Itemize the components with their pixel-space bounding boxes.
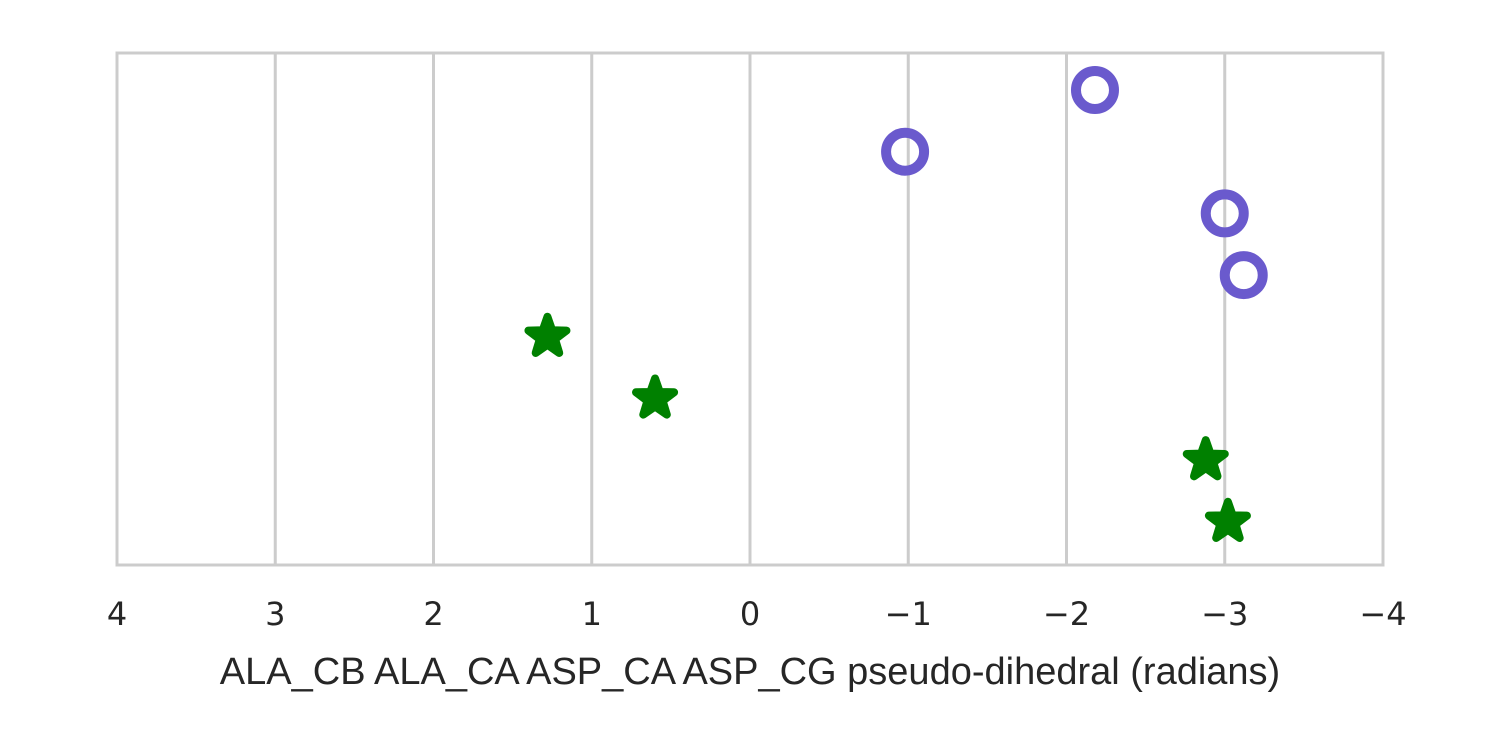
star-marker (524, 312, 571, 357)
x-tick-labels: 4 3 2 1 0 −1 −2 −3 −4 (107, 595, 1407, 633)
x-tick-label: 4 (107, 595, 127, 633)
x-tick-label: 1 (582, 595, 602, 633)
x-tick-label: −3 (1201, 595, 1248, 633)
circle-marker (1219, 251, 1268, 300)
x-tick-label: −2 (1043, 595, 1090, 633)
grid-lines (115, 53, 1385, 565)
x-tick-label: 0 (740, 595, 760, 633)
x-tick-label: −4 (1359, 595, 1406, 633)
x-tick-label: −1 (885, 595, 932, 633)
plot-frame (115, 51, 1385, 567)
x-axis-label: ALA_CB ALA_CA ASP_CA ASP_CG pseudo-dihed… (220, 651, 1280, 693)
circle-marker (1200, 189, 1249, 238)
x-tick-label: 2 (423, 595, 443, 633)
star-marker (1204, 497, 1251, 542)
x-tick-label: 3 (265, 595, 285, 633)
circle-marker (881, 127, 930, 176)
circle-marker (1070, 66, 1119, 115)
data-points (524, 66, 1268, 542)
star-marker (1182, 436, 1229, 481)
star-marker (632, 374, 679, 419)
